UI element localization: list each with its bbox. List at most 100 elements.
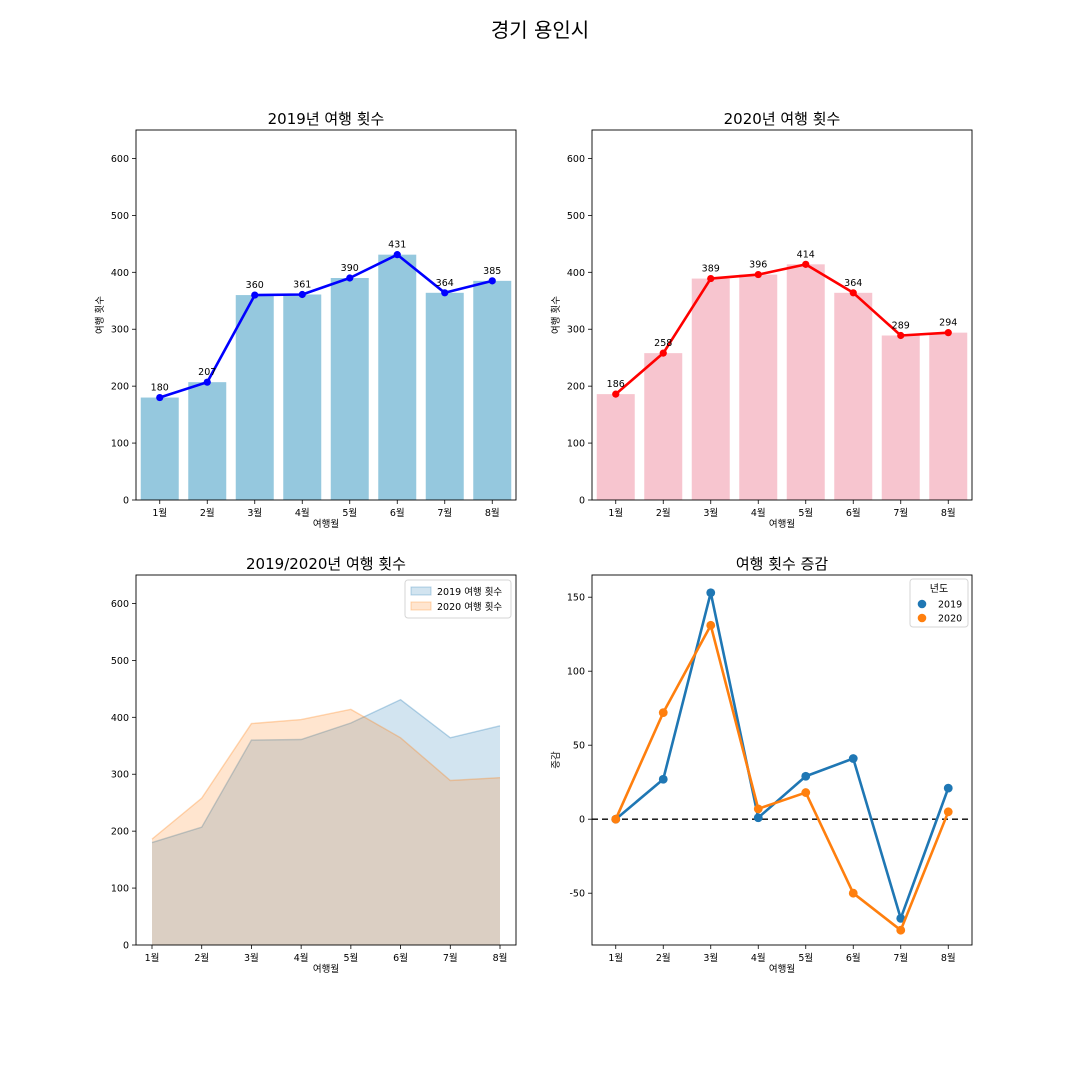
x-tick-label: 4월 (294, 952, 309, 964)
trend-point (251, 291, 259, 299)
chart-4: 여행 횟수 증감 -50 0 50 100 150 년도 2019 2020 1월 2월 3월 4월 5월… (550, 555, 973, 975)
x-tick-label: 2월 (200, 507, 215, 519)
legend-marker (917, 613, 927, 623)
bar (378, 254, 417, 500)
x-tick-label: 7월 (437, 507, 452, 519)
y-tick-label: 100 (567, 667, 585, 678)
series-point (753, 804, 763, 814)
trend-point (944, 329, 952, 337)
y-tick-label: 200 (567, 382, 585, 393)
y-tick-label: 0 (123, 941, 129, 952)
x-tick-label: 6월 (393, 952, 408, 964)
area-line (151, 698, 501, 844)
data-label: 390 (341, 263, 359, 274)
x-tick-label: 5월 (798, 952, 813, 964)
x-axis-label: 여행월 (313, 963, 339, 975)
legend-title: 년도 (930, 583, 948, 595)
series-point (801, 788, 811, 797)
data-label: 385 (483, 266, 501, 277)
axes-frame (135, 574, 517, 946)
x-tick-label: 6월 (846, 952, 861, 964)
y-tick-label: 400 (111, 713, 129, 724)
series-point (943, 807, 953, 817)
data-label: 414 (797, 249, 815, 260)
data-label: 364 (844, 278, 862, 289)
y-tick-label: 600 (567, 154, 585, 165)
bar (283, 294, 322, 500)
series-point (706, 620, 716, 630)
data-label: 186 (607, 379, 625, 390)
y-tick-label: 600 (111, 599, 129, 610)
y-tick-label: 100 (111, 884, 129, 895)
legend-label: 2019 여행 횟수 (437, 586, 502, 598)
data-label: 389 (702, 264, 720, 275)
chart-1: 2019년 여행 횟수 0 100 200 300 400 500 600 180 207 360 3… (94, 110, 517, 530)
data-label: 207 (198, 367, 216, 378)
x-tick-label: 1월 (608, 507, 623, 519)
x-tick-label: 8월 (493, 952, 508, 964)
x-tick-label: 5월 (343, 952, 358, 964)
legend-label: 2020 여행 횟수 (437, 601, 502, 613)
bar (691, 278, 730, 500)
x-tick-label: 6월 (390, 507, 405, 519)
chart-2: 2020년 여행 횟수 0 100 200 300 400 500 600 186 258 389 3… (550, 110, 973, 530)
y-tick-label: 0 (579, 496, 585, 507)
legend-label: 2020 (938, 614, 962, 625)
chart-title: 여행 횟수 증감 (736, 555, 829, 573)
x-tick-label: 2월 (656, 952, 671, 964)
bar (235, 295, 274, 500)
data-label: 258 (654, 338, 672, 349)
x-tick-label: 3월 (703, 952, 718, 964)
y-tick-label: 300 (111, 325, 129, 336)
data-label: 396 (749, 260, 767, 271)
data-label: 361 (293, 280, 311, 291)
y-tick-label: 500 (111, 211, 129, 222)
y-tick-label: 500 (111, 656, 129, 667)
bar (425, 292, 464, 500)
x-tick-label: 3월 (703, 507, 718, 519)
axes-frame (591, 574, 973, 946)
x-tick-label: 8월 (941, 952, 956, 964)
trend-point (612, 390, 620, 398)
y-tick-label: 50 (573, 741, 585, 752)
x-tick-label: 7월 (893, 507, 908, 519)
trend-point (707, 274, 715, 283)
bar (140, 397, 179, 500)
legend-box (404, 579, 512, 619)
chart-3: 2019/2020년 여행 횟수 0 100 200 300 400 500 600 2019 … (111, 555, 517, 975)
series-point (848, 888, 858, 898)
bar (188, 382, 227, 500)
data-label: 180 (151, 383, 169, 394)
series-point (753, 813, 763, 823)
axes-frame (591, 129, 973, 501)
x-tick-label: 8월 (941, 507, 956, 519)
x-tick-label: 1월 (145, 952, 160, 964)
x-tick-label: 5월 (342, 507, 357, 519)
data-label: 289 (892, 320, 910, 331)
series-point (848, 754, 858, 763)
legend-swatch (410, 586, 432, 596)
data-label: 360 (246, 280, 264, 291)
data-label: 364 (436, 278, 454, 289)
series-point (896, 925, 906, 935)
legend-label: 2019 (938, 600, 962, 611)
area-fill (152, 709, 500, 945)
bar (644, 353, 683, 500)
bar (834, 292, 873, 500)
bar (786, 264, 825, 500)
trend-point (488, 277, 496, 285)
y-tick-label: 400 (111, 268, 129, 279)
y-tick-label: 150 (567, 593, 585, 604)
data-label: 431 (388, 240, 406, 251)
trend-line (614, 263, 949, 396)
trend-point (802, 260, 810, 268)
chart-title: 2019년 여행 횟수 (268, 110, 385, 128)
bar (929, 332, 968, 500)
chart-title: 2019/2020년 여행 횟수 (246, 555, 406, 573)
x-axis-label: 여행월 (769, 963, 795, 975)
y-axis-label: 증감 (550, 751, 562, 769)
y-tick-label: 500 (567, 211, 585, 222)
bar (596, 394, 635, 500)
x-tick-label: 8월 (485, 507, 500, 519)
